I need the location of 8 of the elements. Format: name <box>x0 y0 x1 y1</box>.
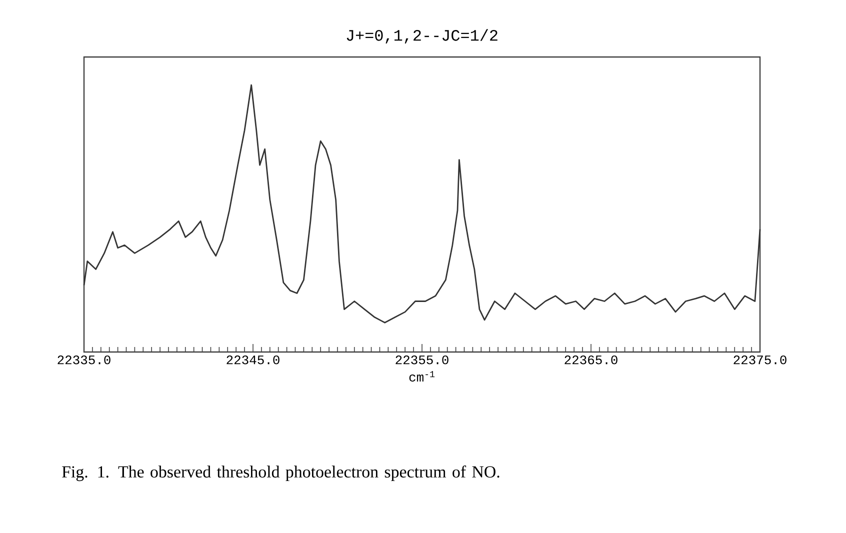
x-tick-label: 22335.0 <box>58 355 110 364</box>
x-axis-title: cm$^{-1}$ <box>409 371 435 382</box>
x-tick-label: 22375.0 <box>734 355 786 364</box>
x-tick-label: 22365.0 <box>564 355 618 364</box>
x-tick-label: 22355.0 <box>396 355 448 364</box>
chart-title: J+=0,1,2--JC=1/2 <box>346 29 498 44</box>
x-tick-label: 22345.0 <box>226 355 280 364</box>
caption: Fig. 1. The observed threshold photoelectron spectrum of NO. <box>62 466 500 482</box>
